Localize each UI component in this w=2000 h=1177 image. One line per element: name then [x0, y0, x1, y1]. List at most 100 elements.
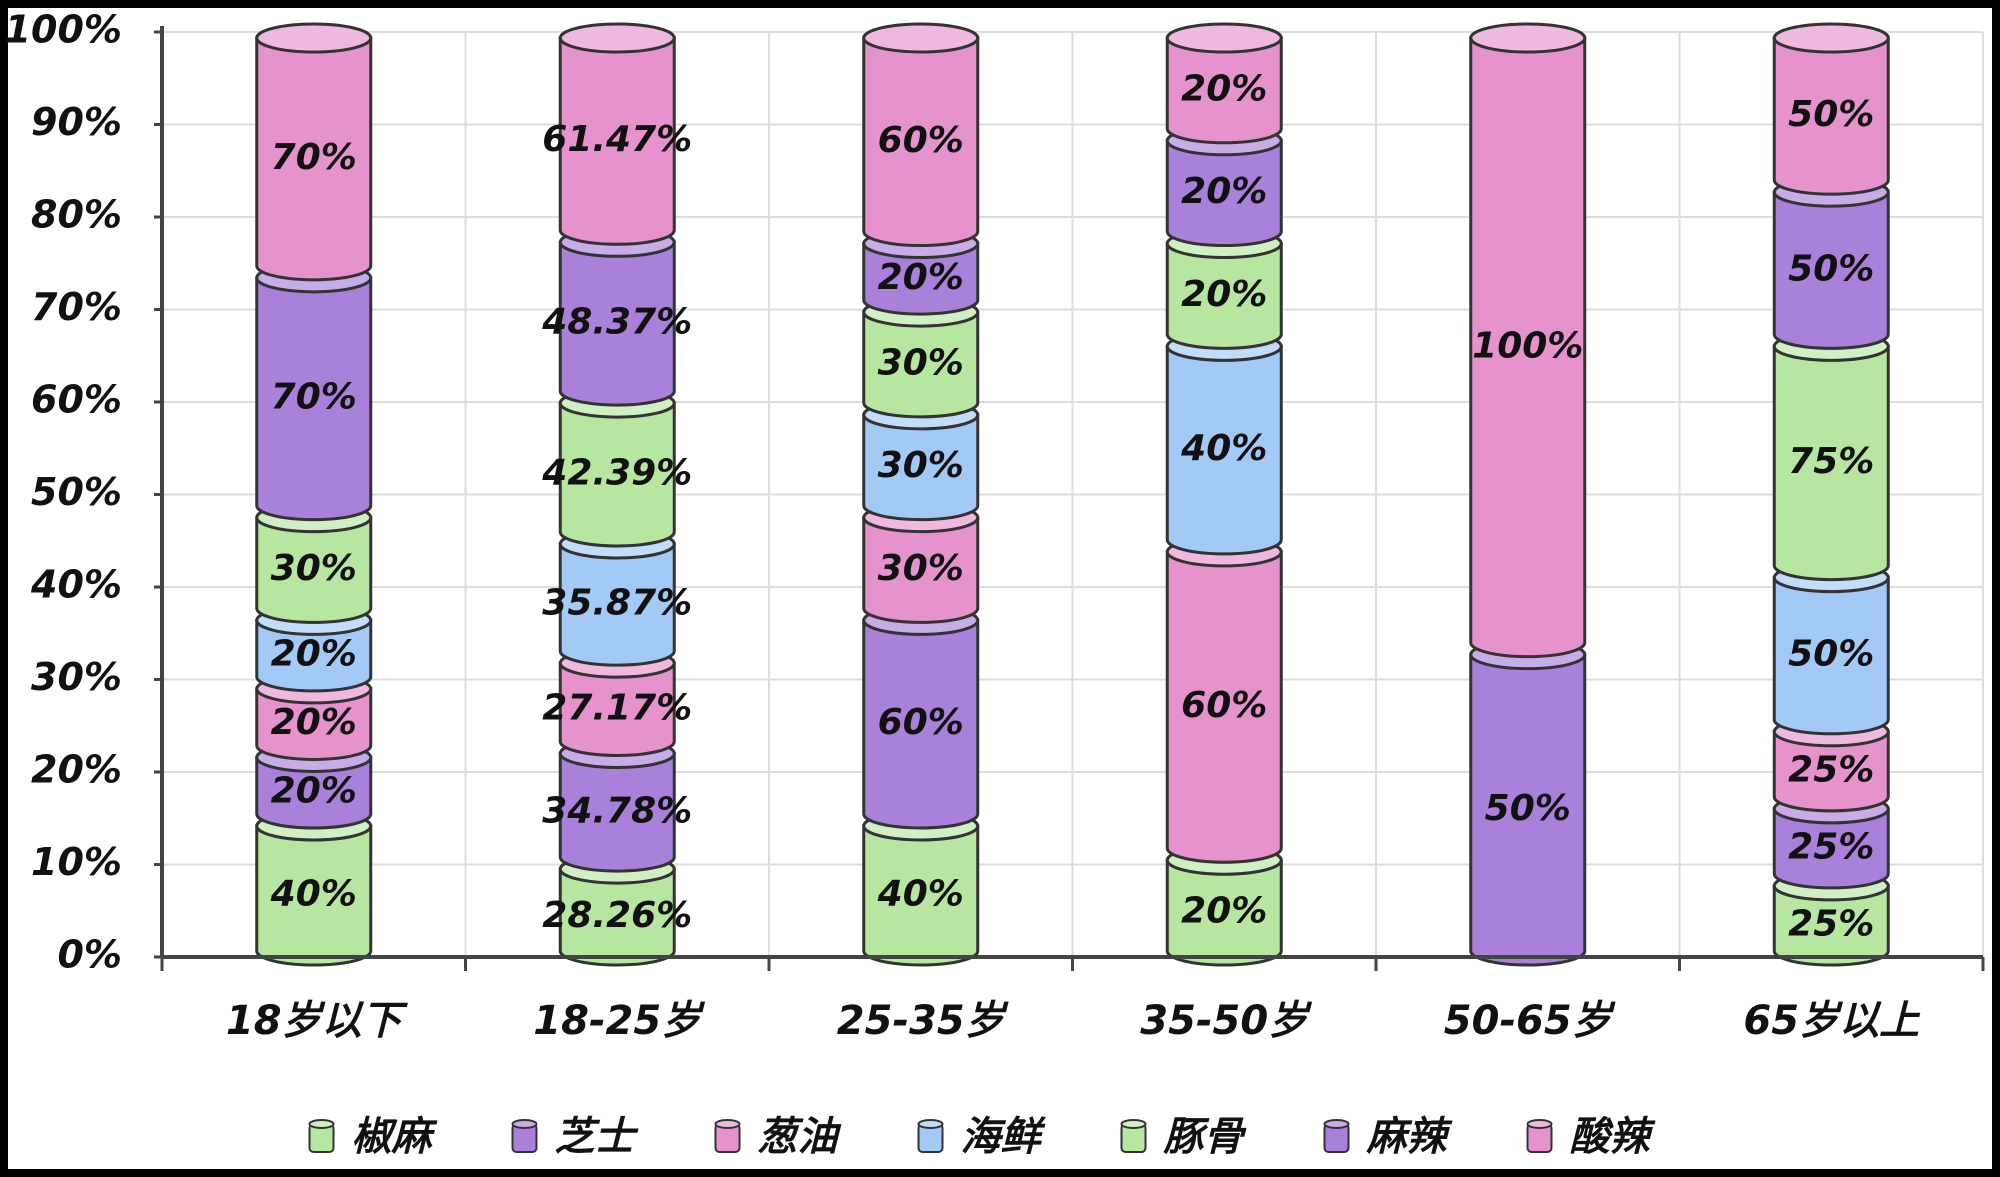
cylinder-body	[255, 276, 373, 522]
value-label: 50%	[1788, 248, 1874, 289]
cylinder-body	[862, 618, 980, 830]
value-label: 34.78%	[542, 790, 692, 831]
cylinder: 30%	[862, 502, 980, 624]
value-label: 60%	[878, 702, 964, 743]
cylinder: 100%	[1469, 22, 1587, 659]
cylinder-top	[862, 22, 980, 54]
cylinder-top	[1772, 22, 1890, 54]
y-tick-label: 60%	[31, 378, 122, 422]
cylinder: 28.26%	[542, 853, 692, 967]
legend-label: 海鲜	[961, 1114, 1047, 1160]
cylinder-body	[1772, 36, 1890, 196]
cylinder-body	[1165, 242, 1283, 350]
cylinder-body	[1772, 190, 1890, 350]
x-tick-label: 18-25岁	[533, 998, 705, 1044]
value-label: 50%	[1788, 634, 1874, 675]
legend-swatch-top	[917, 1119, 944, 1129]
value-label: 70%	[271, 377, 357, 418]
cylinder-body	[1165, 550, 1283, 864]
value-label: 61.47%	[542, 119, 692, 160]
cylinder-body	[862, 36, 980, 248]
value-label: 20%	[1181, 274, 1267, 315]
x-tick-label: 35-50岁	[1140, 998, 1312, 1044]
cylinder-top	[255, 22, 373, 54]
cylinder-top	[1469, 22, 1587, 54]
value-label: 50%	[1485, 788, 1571, 829]
cylinder-body	[255, 516, 373, 624]
cylinder: 50%	[1772, 22, 1890, 196]
cylinder: 30%	[862, 296, 980, 419]
cylinder: 50%	[1469, 639, 1587, 967]
legend-label: 芝士	[555, 1114, 640, 1160]
cylinder: 20%	[1165, 22, 1283, 145]
cylinder-top	[558, 22, 676, 54]
cylinder-body	[558, 36, 676, 246]
value-label: 27.17%	[542, 687, 692, 728]
value-label: 25%	[1788, 826, 1874, 867]
y-tick-label: 0%	[57, 933, 122, 977]
cylinder-body	[1165, 36, 1283, 145]
cylinder: 20%	[1165, 844, 1283, 967]
value-label: 60%	[878, 120, 964, 161]
value-label: 20%	[1181, 891, 1267, 932]
x-tick-label: 18岁以下	[226, 998, 409, 1044]
plot: 40% 20% 20% 20% 30% 70% 70% 28.26% 34.78% 27.17% 3…	[255, 22, 1890, 967]
x-tick-label: 25-35岁	[837, 998, 1009, 1044]
value-label: 75%	[1788, 441, 1874, 482]
y-tick-label: 10%	[31, 840, 122, 884]
value-label: 20%	[271, 634, 357, 675]
cylinder: 30%	[862, 399, 980, 522]
value-label: 20%	[1181, 171, 1267, 212]
cylinder: 60%	[862, 22, 980, 248]
value-label: 28.26%	[542, 895, 692, 936]
cylinder: 20%	[255, 673, 373, 761]
value-label: 30%	[271, 548, 357, 589]
cylinder: 30%	[255, 502, 373, 624]
cylinder-body	[558, 661, 676, 757]
cylinder-body	[862, 242, 980, 316]
cylinder-body	[862, 413, 980, 522]
cylinder-body	[1772, 730, 1890, 813]
value-label: 30%	[878, 342, 964, 383]
value-label: 20%	[271, 771, 357, 812]
cylinder: 48.37%	[541, 226, 692, 407]
cylinder: 70%	[255, 22, 373, 282]
cylinder: 70%	[255, 262, 373, 522]
value-label: 70%	[271, 137, 357, 178]
cylinder: 50%	[1772, 562, 1890, 736]
value-label: 100%	[1472, 325, 1583, 366]
cylinder-body	[1469, 36, 1587, 659]
cylinder: 20%	[1165, 125, 1283, 248]
cylinder-body	[558, 751, 676, 873]
value-label: 42.39%	[541, 453, 692, 494]
value-label: 25%	[1788, 903, 1874, 944]
cylinder-body	[1772, 576, 1890, 736]
cylinder-body	[862, 310, 980, 419]
y-tick-label: 80%	[31, 193, 122, 237]
value-label: 20%	[878, 257, 964, 298]
cylinder-body	[255, 755, 373, 830]
cylinder: 75%	[1772, 330, 1890, 582]
y-tick-label: 50%	[31, 470, 122, 514]
value-label: 30%	[878, 548, 964, 589]
cylinder: 60%	[1165, 536, 1283, 864]
value-label: 40%	[1180, 428, 1267, 469]
x-tick-label: 65岁以上	[1743, 998, 1921, 1044]
cylinder: 50%	[1772, 176, 1890, 350]
cylinder-body	[558, 401, 676, 548]
cylinder: 40%	[1165, 330, 1283, 556]
cylinder-body	[255, 687, 373, 761]
legend-label: 豚骨	[1163, 1114, 1248, 1160]
y-tick-label: 90%	[31, 100, 122, 144]
legend-swatch-top	[308, 1119, 335, 1129]
value-label: 60%	[1181, 685, 1267, 726]
value-label: 40%	[270, 873, 357, 914]
y-tick-label: 40%	[30, 563, 122, 607]
legend-swatch-top	[511, 1119, 538, 1129]
legend-swatch-top	[1323, 1119, 1350, 1129]
cylinder: 34.78%	[542, 737, 692, 873]
cylinder: 20%	[1165, 228, 1283, 350]
cylinder-body	[1772, 807, 1890, 890]
value-label: 50%	[1788, 94, 1874, 135]
